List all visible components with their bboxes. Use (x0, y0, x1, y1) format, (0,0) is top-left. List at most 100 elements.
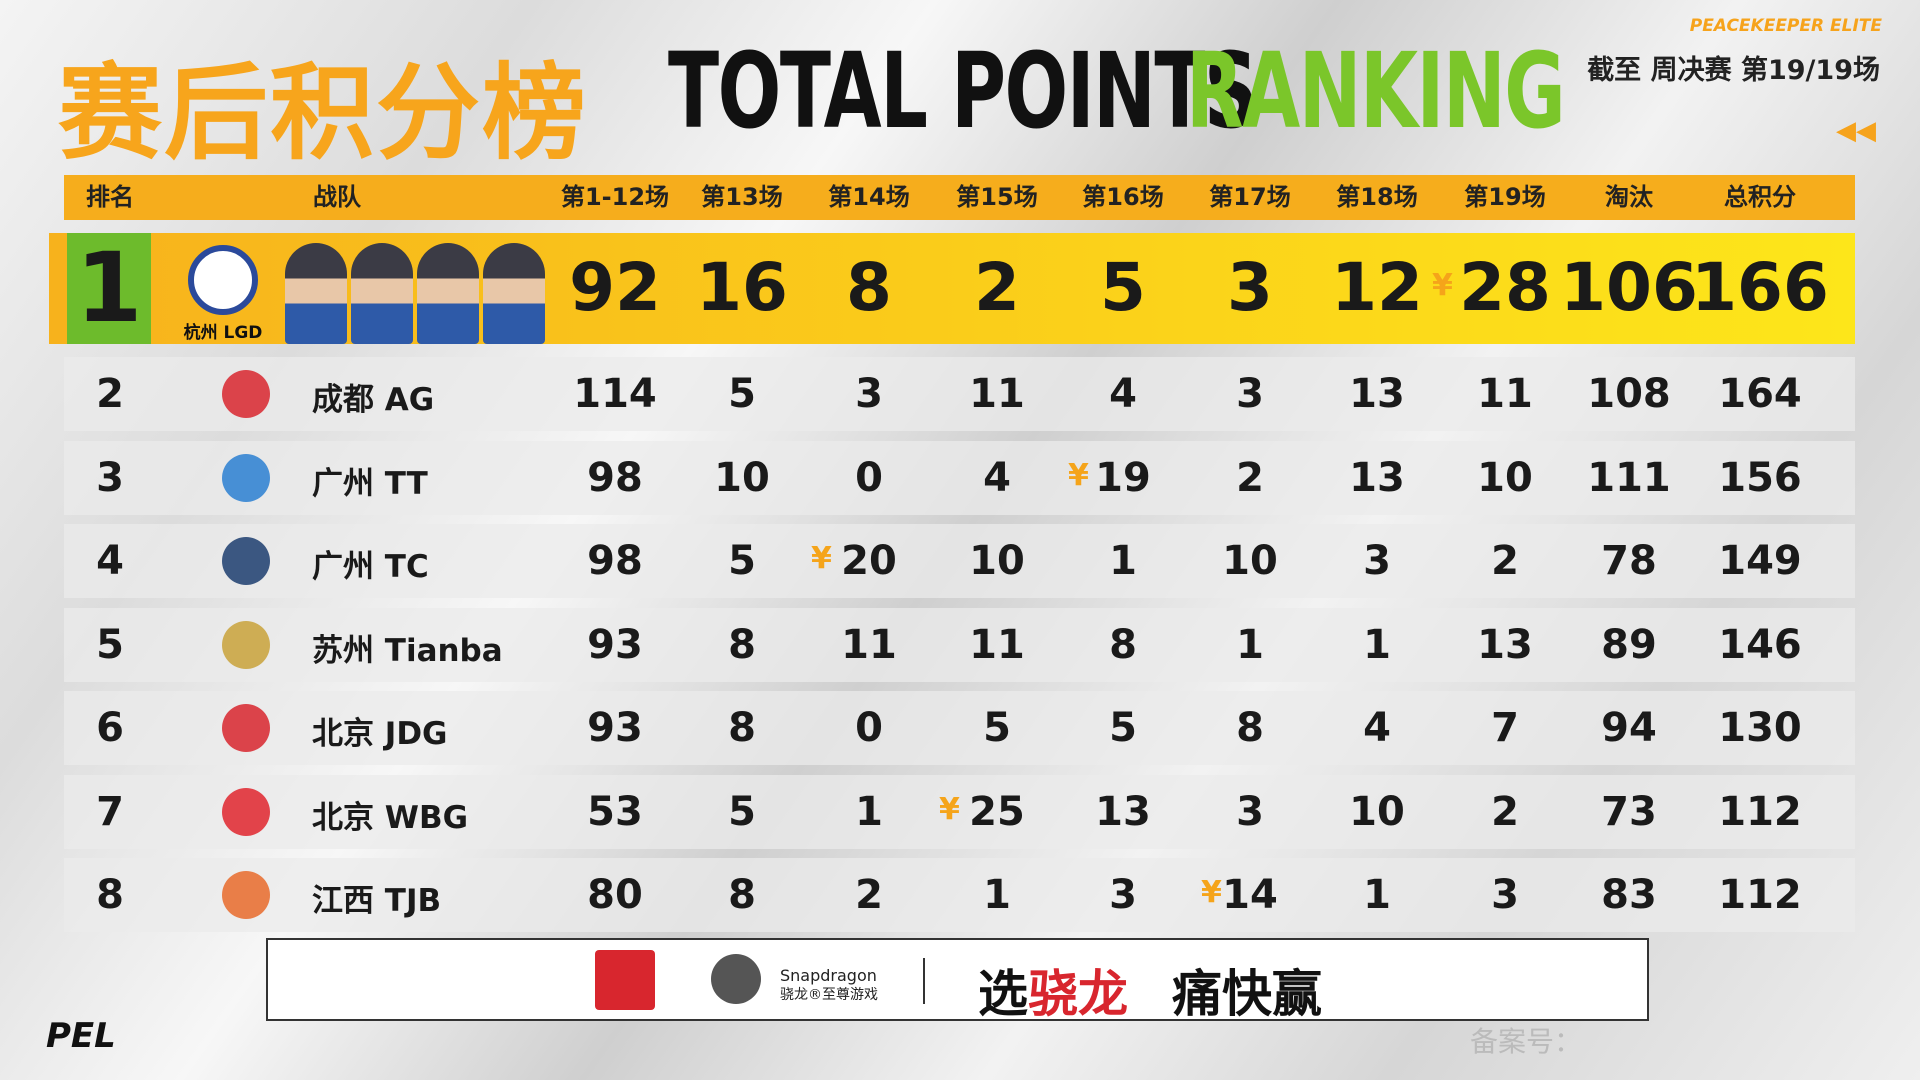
score: 112 (1718, 872, 1802, 918)
score: 7 (1491, 705, 1519, 751)
score: 4 (983, 454, 1011, 501)
pel-logo: PEL (46, 1016, 116, 1056)
score: 1 (1363, 621, 1391, 668)
team-name: 北京 JDG (312, 716, 448, 752)
score: 14 (1222, 872, 1278, 918)
score: 108 (1587, 371, 1671, 417)
score: 94 (1601, 705, 1657, 751)
chip-badge (595, 950, 655, 1010)
column-header: 第16场 (1082, 183, 1164, 211)
score: 1 (1363, 872, 1391, 918)
progress: 截至 周决赛 第19/19场 (1587, 55, 1880, 86)
score: 1 (1236, 621, 1264, 668)
score: 80 (587, 872, 643, 918)
score: 5 (983, 705, 1011, 751)
snapdragon-sub: 骁龙®至尊游戏 (780, 987, 878, 1003)
score: 12 (1331, 249, 1423, 326)
column-header: 第19场 (1464, 183, 1546, 211)
score: 149 (1718, 538, 1802, 584)
title-en-accent: RANKING (1186, 30, 1566, 152)
row-bg (64, 524, 1855, 598)
row-bg (64, 774, 1855, 849)
score: 13 (1349, 454, 1405, 501)
score: 3 (1236, 788, 1264, 835)
score: 8 (1109, 621, 1137, 668)
score: 8 (846, 249, 892, 326)
column-header: 第1-12场 (560, 183, 670, 211)
player-photo (483, 243, 545, 344)
score: 20 (841, 538, 897, 584)
score: 4 (1109, 371, 1137, 417)
score: 78 (1601, 538, 1657, 584)
column-header: 第18场 (1336, 183, 1418, 211)
score: 2 (1491, 788, 1519, 835)
icp: 备案号： (1470, 1025, 1583, 1058)
score: 13 (1349, 371, 1405, 417)
score: 83 (1601, 872, 1657, 918)
score: 0 (855, 705, 883, 751)
slogan: 选骁龙 痛快赢 (978, 954, 1322, 1026)
score: 5 (728, 538, 756, 584)
score: 73 (1601, 788, 1657, 835)
title-cn: 赛后积分榜 (58, 52, 589, 174)
rank: 5 (96, 621, 124, 668)
team-name: 成都 AG (312, 382, 435, 418)
score: 5 (1100, 249, 1146, 326)
score: 8 (728, 872, 756, 918)
score: 3 (1236, 371, 1264, 417)
score: 93 (587, 705, 643, 751)
leader-row (49, 233, 1855, 344)
score: 5 (728, 788, 756, 835)
win-icon: ¥ (1432, 268, 1453, 303)
row-bg (64, 440, 1855, 515)
team-name: 广州 TC (312, 549, 429, 585)
score: 1 (855, 788, 883, 835)
win-icon: ¥ (939, 792, 960, 827)
column-header: 战队 (313, 183, 361, 211)
score: 0 (855, 454, 883, 501)
rank: 7 (96, 788, 124, 835)
score: 3 (855, 371, 883, 417)
score: 3 (1227, 249, 1273, 326)
score: 10 (969, 538, 1025, 584)
player-photo (417, 243, 479, 344)
score: 8 (728, 705, 756, 751)
score: 2 (855, 872, 883, 918)
score: 98 (587, 454, 643, 501)
snapdragon-brand: Snapdragon (780, 966, 877, 985)
score: 11 (1477, 371, 1533, 417)
column-header: 总积分 (1724, 183, 1796, 211)
score: 93 (587, 621, 643, 668)
arrows: ◀◀ (1836, 116, 1876, 146)
team-logo (222, 704, 270, 752)
score: 8 (728, 621, 756, 668)
rank: 2 (96, 371, 124, 417)
slogan-part: 选 (978, 965, 1028, 1023)
win-icon: ¥ (1201, 875, 1222, 910)
score: 13 (1095, 788, 1151, 835)
team-logo (222, 453, 270, 502)
row-bg (64, 357, 1855, 431)
score: 13 (1477, 621, 1533, 668)
score: 1 (983, 872, 1011, 918)
score: 2 (974, 249, 1020, 326)
score: 10 (714, 454, 770, 501)
brand: PEACEKEEPER ELITE (1689, 16, 1882, 36)
team-logo (222, 620, 270, 669)
score: 3 (1363, 538, 1391, 584)
snapdragon-logo (711, 954, 761, 1004)
score: 3 (1491, 872, 1519, 918)
team-logo (188, 245, 258, 315)
rank: 4 (96, 538, 124, 584)
title-en: TOTAL POINTS (668, 30, 1258, 152)
team-logo (222, 370, 270, 418)
column-header: 第17场 (1209, 183, 1291, 211)
score: 1 (1109, 538, 1137, 584)
row-bg (64, 607, 1855, 682)
rank: 1 (75, 232, 143, 344)
score: 28 (1459, 249, 1551, 326)
column-header: 第13场 (701, 183, 783, 211)
score: 25 (969, 788, 1025, 835)
team-logo (222, 537, 270, 585)
header-bar (64, 175, 1855, 220)
